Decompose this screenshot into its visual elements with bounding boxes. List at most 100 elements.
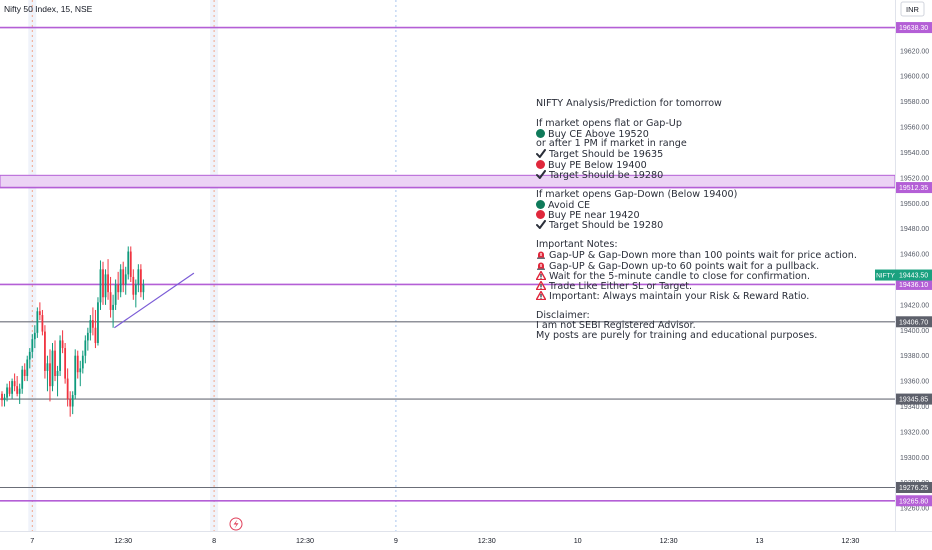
note-line-23: My posts are purely for training and edu… [536,330,818,342]
trendline-segment[interactable] [114,272,195,329]
note-text: Wait for the 5-minute candle to close fo… [549,270,811,282]
candle-body-56 [142,284,145,293]
candle-body-13 [33,332,36,340]
note-line-16: Gap-UP & Gap-Down up-to 60 points wait f… [536,261,857,271]
candle-body-49 [124,274,127,285]
current-price-bg [896,269,932,281]
price-tick-7: 19480.00 [900,226,929,233]
event-marker-icon[interactable] [229,517,243,531]
candle-body-47 [119,269,122,293]
note-text: Target Should be 19635 [549,149,664,161]
trendline[interactable] [114,272,195,329]
check-icon [536,220,546,230]
time-tick-6: 12:30 [478,536,496,545]
candle-body-54 [137,269,140,285]
note-text: Buy PE near 19420 [548,210,640,222]
level-label-3: 19406.70 [899,319,928,326]
symbol-badge-bg [875,269,896,281]
price-tick-5: 19520.00 [900,175,929,182]
note-line-22: I am not SEBI Registered Advisor. [536,320,696,332]
candle-body-3 [8,387,11,394]
time-tick-5: 9 [394,536,398,545]
check-icon [536,149,546,159]
price-tick-16: 19300.00 [900,455,929,462]
price-tick-15: 19320.00 [900,429,929,436]
candle-body-14 [36,311,39,333]
price-tick-14: 19340.00 [900,404,929,411]
note-text: Important: Always maintain your Risk & R… [549,290,810,302]
candle-body-29 [74,355,77,396]
candle-body-51 [129,251,132,277]
current-price-label: 19443.50 [899,273,928,280]
candle-body-10 [26,359,29,377]
time-tick-9: 13 [756,536,764,545]
note-line-6: Buy PE Below 19400 [536,159,857,171]
note-text: Target Should be 19280 [549,220,664,232]
time-tick-2: 12:30 [114,536,132,545]
price-tick-8: 19460.00 [900,252,929,259]
price-tick-3: 19560.00 [900,125,929,132]
note-line-21: Disclaimer: [536,309,590,321]
level-label-2: 19436.10 [899,282,928,289]
time-tick-7: 10 [574,536,582,545]
price-tick-13: 19360.00 [900,379,929,386]
candle-body-23 [59,340,61,371]
note-line-19: Important: Always maintain your Risk & R… [535,290,857,302]
candle-body-48 [122,269,125,285]
warning-icon [535,280,547,290]
level-label-bg-3 [896,316,932,328]
candle-body-25 [64,348,67,379]
candle-body-6 [16,386,19,394]
candle-body-30 [76,355,79,373]
candle-body-46 [117,284,120,293]
symbol-badge: NIFTY [876,273,895,280]
time-tick-1: 7 [30,536,34,545]
red-circle-icon [536,159,545,169]
level-price-labels: 19638.30 19512.35 19436.10 19406.70 19345.85… [875,22,932,507]
candle-body-24 [61,340,64,349]
price-tick-18: 19260.00 [900,506,929,513]
note-line-0: NIFTY Analysis/Prediction for tomorrow [536,98,722,109]
note-line-9: If market opens Gap-Down (Below 19400) [536,188,738,200]
price-tick-1: 19600.00 [900,74,929,81]
price-tick-10: 19420.00 [900,302,929,309]
candle-body-22 [56,370,59,377]
note-line-12: Target Should be 19280 [536,220,857,232]
currency-badge[interactable]: INR [906,5,920,14]
note-text: Buy PE Below 19400 [548,159,647,171]
session-highlights [28,0,397,531]
analysis-notes: NIFTY Analysis/Prediction for tomorrow If… [535,98,857,342]
candle-body-20 [51,350,54,387]
note-line-11: Buy PE near 19420 [536,210,857,222]
note-text: Target Should be 19280 [549,169,664,181]
candle-body-28 [71,395,74,407]
note-line-14: Important Notes: [536,239,618,251]
note-line-2: If market opens flat or Gap-Up [536,118,682,130]
price-tick-12: 19380.00 [900,353,929,360]
candle-body-11 [28,351,31,360]
level-label-bg-6 [896,495,932,507]
candle-body-37 [94,327,97,343]
time-tick-10: 12:30 [841,536,859,545]
candle-body-26 [66,378,69,399]
candle-body-8 [21,369,24,389]
currency-badge-frame [900,1,925,17]
candle-body-17 [44,331,46,371]
level-label-bg-0 [896,22,932,34]
candle-body-45 [114,284,117,305]
level-label-1: 19512.35 [899,185,928,192]
candle-body-32 [81,355,84,369]
candle-body-16 [41,315,44,332]
symbol-title: Nifty 50 Index, 15, NSE [4,4,93,14]
candle-body-1 [3,397,6,401]
note-text: Trade Like Either SL or Target. [549,280,693,292]
level-label-0: 19638.30 [899,25,928,32]
green-circle-icon [536,199,545,209]
time-axis[interactable]: 7 12:30 8 12:30 9 12:30 10 12:30 13 12:30 [30,536,859,545]
note-text: Buy CE Above 19520 [548,129,649,141]
candle-body-18 [46,363,49,371]
level-label-bg-4 [896,393,932,405]
note-line-15: Gap-UP & Gap-Down more than 100 points w… [536,250,857,261]
